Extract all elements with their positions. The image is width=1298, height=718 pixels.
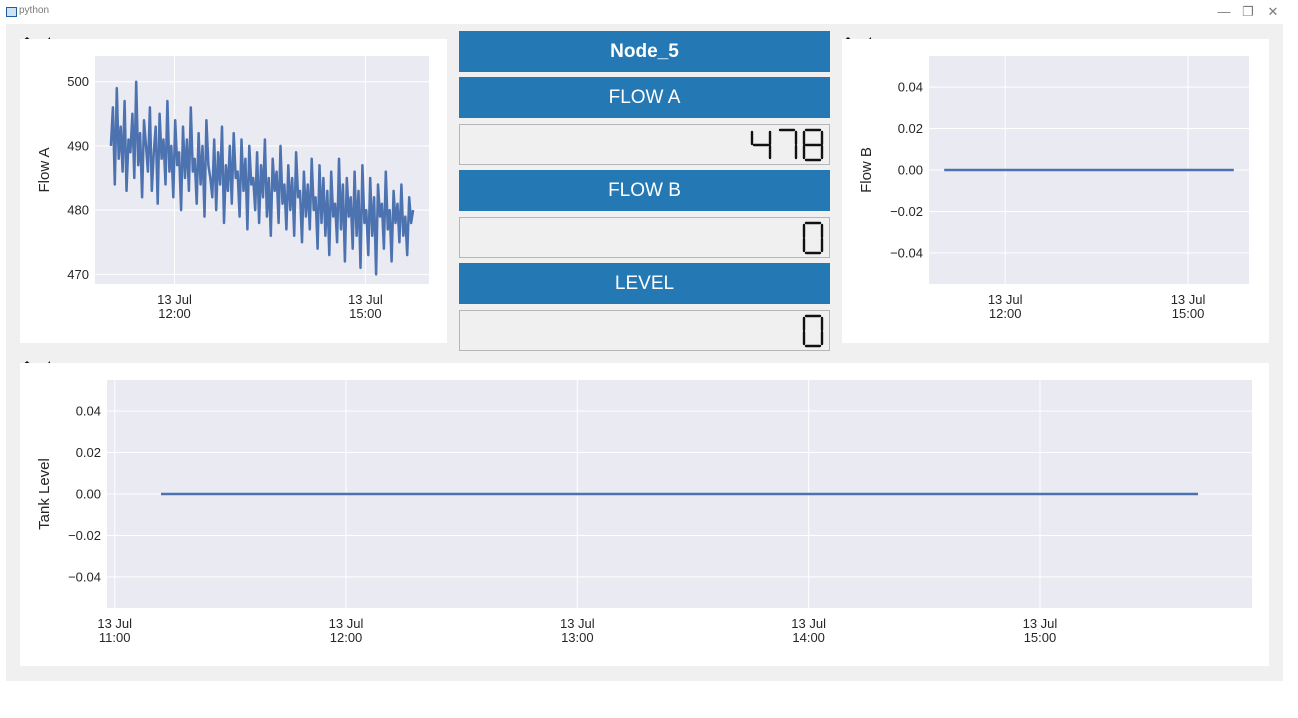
y-tick-label: −0.02 xyxy=(68,528,101,543)
restore-button[interactable]: ❐ xyxy=(1242,4,1254,19)
lcd-digit xyxy=(802,221,824,255)
x-tick-label: 13 Jul 15:00 xyxy=(348,292,383,321)
y-tick-label: 470 xyxy=(67,267,89,282)
y-tick-label: 500 xyxy=(67,74,89,89)
y-tick-label: 0.00 xyxy=(898,163,923,178)
y-tick-label: 0.04 xyxy=(898,80,923,95)
level-lcd-digits xyxy=(802,314,824,348)
flow-a-plot-panel: 470 480 490 500 13 Jul 12:00 13 Jul 15:00 Flow A xyxy=(20,39,447,343)
y-tick-label: 490 xyxy=(67,138,89,153)
level-lcd-display xyxy=(459,310,830,351)
x-tick-label: 13 Jul 11:00 xyxy=(97,616,132,645)
lcd-digit xyxy=(750,130,772,160)
y-axis-title: Tank Level xyxy=(36,458,53,530)
y-tick-label: −0.02 xyxy=(890,204,923,219)
lcd-digit xyxy=(778,128,798,160)
y-axis-title: Flow B xyxy=(858,147,875,193)
x-tick-label: 13 Jul 12:00 xyxy=(329,616,364,645)
flow-a-lcd-digits xyxy=(750,128,824,162)
flow-b-lcd-digits xyxy=(802,221,824,255)
y-tick-label: −0.04 xyxy=(890,245,923,260)
lcd-digit xyxy=(802,314,824,348)
series-line xyxy=(109,80,415,276)
flow-a-label: FLOW A xyxy=(459,77,830,118)
app-icon xyxy=(6,7,17,17)
window-title: python xyxy=(19,5,50,16)
flow-a-lcd-display xyxy=(459,124,830,165)
y-tick-label: −0.04 xyxy=(68,569,101,584)
y-tick-label: 0.02 xyxy=(76,445,101,460)
minimize-button[interactable]: — xyxy=(1217,4,1231,19)
y-tick-label: 0.02 xyxy=(898,121,923,136)
y-tick-label: 480 xyxy=(67,203,89,218)
close-button[interactable]: ✕ xyxy=(1267,4,1279,19)
window-titlebar: python — ❐ ✕ xyxy=(0,0,1298,24)
x-tick-label: 13 Jul 15:00 xyxy=(1023,616,1058,645)
flow-b-label: FLOW B xyxy=(459,170,830,211)
tank-level-plot-panel: 0.04 0.02 0.00 −0.02 −0.04 13 Jul 11:00 13 Jul 1… xyxy=(20,363,1269,666)
y-tick-label: 0.00 xyxy=(76,487,101,502)
level-label: LEVEL xyxy=(459,263,830,304)
flow-b-plot-panel: 0.04 0.02 0.00 −0.02 −0.04 13 Jul 12:00 13 Jul 1… xyxy=(842,39,1269,343)
x-tick-label: 13 Jul 14:00 xyxy=(791,616,826,645)
y-axis-title: Flow A xyxy=(36,147,53,192)
flow-a-chart[interactable]: 470 480 490 500 13 Jul 12:00 13 Jul 15:00 Flow A xyxy=(20,39,447,343)
x-tick-label: 13 Jul 12:00 xyxy=(988,292,1023,321)
x-tick-label: 13 Jul 15:00 xyxy=(1171,292,1206,321)
y-tick-label: 0.04 xyxy=(76,404,101,419)
x-tick-label: 13 Jul 13:00 xyxy=(560,616,595,645)
lcd-digit xyxy=(802,128,824,162)
node-title: Node_5 xyxy=(459,31,830,72)
flow-b-chart[interactable]: 0.04 0.02 0.00 −0.02 −0.04 13 Jul 12:00 13 Jul 1… xyxy=(842,39,1269,343)
tank-level-chart[interactable]: 0.04 0.02 0.00 −0.02 −0.04 13 Jul 11:00 13 Jul 1… xyxy=(20,363,1269,666)
flow-b-lcd-display xyxy=(459,217,830,258)
x-tick-label: 13 Jul 12:00 xyxy=(157,292,192,321)
